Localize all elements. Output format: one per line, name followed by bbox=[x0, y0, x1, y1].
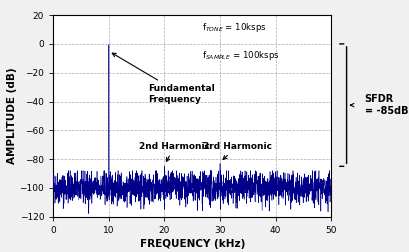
Text: f$_{TONE}$ = 10ksps: f$_{TONE}$ = 10ksps bbox=[202, 21, 267, 34]
Text: f$_{SAMPLE}$ = 100ksps: f$_{SAMPLE}$ = 100ksps bbox=[202, 49, 279, 62]
Text: 3rd Harmonic: 3rd Harmonic bbox=[203, 142, 272, 159]
Text: 2nd Harmonic: 2nd Harmonic bbox=[139, 142, 210, 161]
Y-axis label: AMPLITUDE (dB): AMPLITUDE (dB) bbox=[7, 68, 17, 164]
Text: SFDR
= -85dB: SFDR = -85dB bbox=[365, 94, 408, 116]
X-axis label: FREQUENCY (kHz): FREQUENCY (kHz) bbox=[139, 239, 245, 249]
Text: Fundamental
Frequency: Fundamental Frequency bbox=[112, 53, 214, 104]
